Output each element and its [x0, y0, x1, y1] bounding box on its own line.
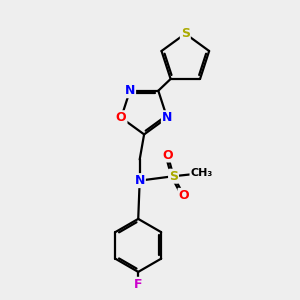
Text: S: S: [169, 170, 178, 183]
Text: CH₃: CH₃: [190, 168, 213, 178]
Text: O: O: [116, 111, 127, 124]
Text: O: O: [178, 189, 189, 202]
Text: N: N: [125, 84, 135, 97]
Text: S: S: [181, 27, 190, 40]
Text: N: N: [134, 174, 145, 187]
Text: N: N: [162, 111, 172, 124]
Text: F: F: [134, 278, 142, 291]
Text: O: O: [162, 148, 173, 161]
